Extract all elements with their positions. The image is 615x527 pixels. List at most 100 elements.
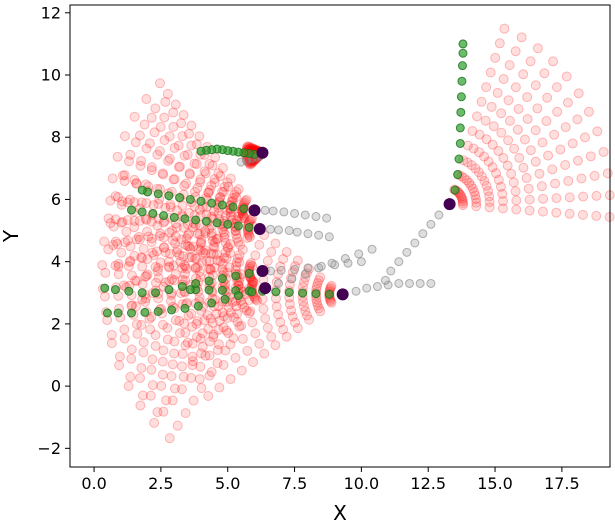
prediction-point <box>187 360 198 371</box>
prediction-point <box>200 248 211 259</box>
prediction-point <box>155 257 166 268</box>
history-point <box>311 212 321 222</box>
history-point <box>236 157 246 167</box>
prediction-point <box>479 151 490 162</box>
prediction-point <box>585 151 596 162</box>
prediction-point <box>130 275 141 286</box>
prediction-point <box>129 250 140 261</box>
prediction-point <box>170 269 181 280</box>
prediction-point <box>140 296 151 307</box>
prediction-point <box>158 169 169 180</box>
prediction-point <box>203 187 214 198</box>
prediction-point <box>589 170 600 181</box>
history-point <box>367 244 377 254</box>
prediction-point <box>151 277 162 288</box>
prediction-point <box>231 257 242 268</box>
prediction-point <box>177 131 188 142</box>
prediction-point <box>223 242 234 253</box>
prediction-point <box>461 175 472 186</box>
prediction-point <box>514 152 525 163</box>
prediction-point <box>278 324 289 335</box>
prediction-point <box>187 356 198 367</box>
prediction-point <box>144 138 155 149</box>
prediction-point <box>146 162 157 173</box>
history-point <box>426 278 436 288</box>
prediction-point <box>484 196 495 207</box>
prediction-point <box>169 336 180 347</box>
prediction-point <box>485 67 496 78</box>
prediction-point <box>123 381 134 392</box>
prediction-point <box>564 208 575 219</box>
prediction-point <box>140 271 151 282</box>
prediction-point <box>169 174 180 185</box>
history-point <box>287 274 297 284</box>
prediction-point <box>192 183 203 194</box>
ground-truth-point <box>153 189 163 199</box>
prediction-point <box>481 180 492 191</box>
prediction-point <box>137 261 148 272</box>
prediction-point <box>236 365 247 376</box>
y-tick-label: −2 <box>37 439 61 458</box>
prediction-point <box>190 186 201 197</box>
x-tick-label: 10.0 <box>344 474 380 493</box>
prediction-point <box>162 334 173 345</box>
prediction-point <box>551 207 562 218</box>
prediction-point <box>192 316 203 327</box>
prediction-point <box>313 275 324 286</box>
current-position-marker <box>253 223 266 235</box>
prediction-point <box>225 211 236 222</box>
ground-truth-point <box>223 219 233 229</box>
prediction-point <box>124 194 135 205</box>
prediction-point <box>217 307 228 318</box>
prediction-point <box>552 106 563 117</box>
prediction-point <box>220 345 231 356</box>
prediction-point <box>218 359 229 370</box>
prediction-point <box>204 158 215 169</box>
prediction-point <box>536 181 547 192</box>
prediction-point <box>176 384 187 395</box>
prediction-point <box>209 237 220 248</box>
prediction-point <box>182 337 193 348</box>
prediction-point <box>462 157 473 168</box>
prediction-point <box>163 256 174 267</box>
x-tick-label: 5.0 <box>215 474 240 493</box>
ground-truth-point <box>151 288 161 298</box>
prediction-point <box>187 321 198 332</box>
ground-truth-point <box>239 204 249 214</box>
prediction-point <box>242 345 253 356</box>
prediction-point <box>184 241 195 252</box>
prediction-point <box>137 390 148 401</box>
prediction-point <box>112 151 123 162</box>
prediction-point <box>176 234 187 245</box>
prediction-point <box>188 241 199 252</box>
prediction-point <box>228 312 239 323</box>
prediction-point <box>99 236 110 247</box>
prediction-point <box>287 311 298 322</box>
prediction-point <box>120 237 131 248</box>
history-point <box>351 286 361 296</box>
prediction-point <box>290 317 301 328</box>
prediction-point <box>186 140 197 151</box>
prediction-point <box>141 198 152 209</box>
prediction-point <box>136 363 147 374</box>
prediction-point <box>204 256 215 267</box>
prediction-point <box>510 82 521 93</box>
prediction-point <box>146 312 157 323</box>
prediction-point <box>262 255 273 266</box>
prediction-point <box>498 196 509 207</box>
prediction-point <box>173 140 184 151</box>
ground-truth-point <box>196 196 206 206</box>
prediction-point <box>223 302 234 313</box>
prediction-point <box>212 249 223 260</box>
x-tick-label: 15.0 <box>477 474 513 493</box>
prediction-point <box>237 333 248 344</box>
ground-truth-point <box>180 214 190 224</box>
prediction-point <box>195 237 206 248</box>
current-position-marker <box>256 265 269 277</box>
prediction-point <box>145 390 156 401</box>
prediction-point <box>136 197 147 208</box>
prediction-point <box>247 276 258 287</box>
prediction-point <box>151 246 162 257</box>
prediction-point <box>180 340 191 351</box>
prediction-point <box>592 126 603 137</box>
